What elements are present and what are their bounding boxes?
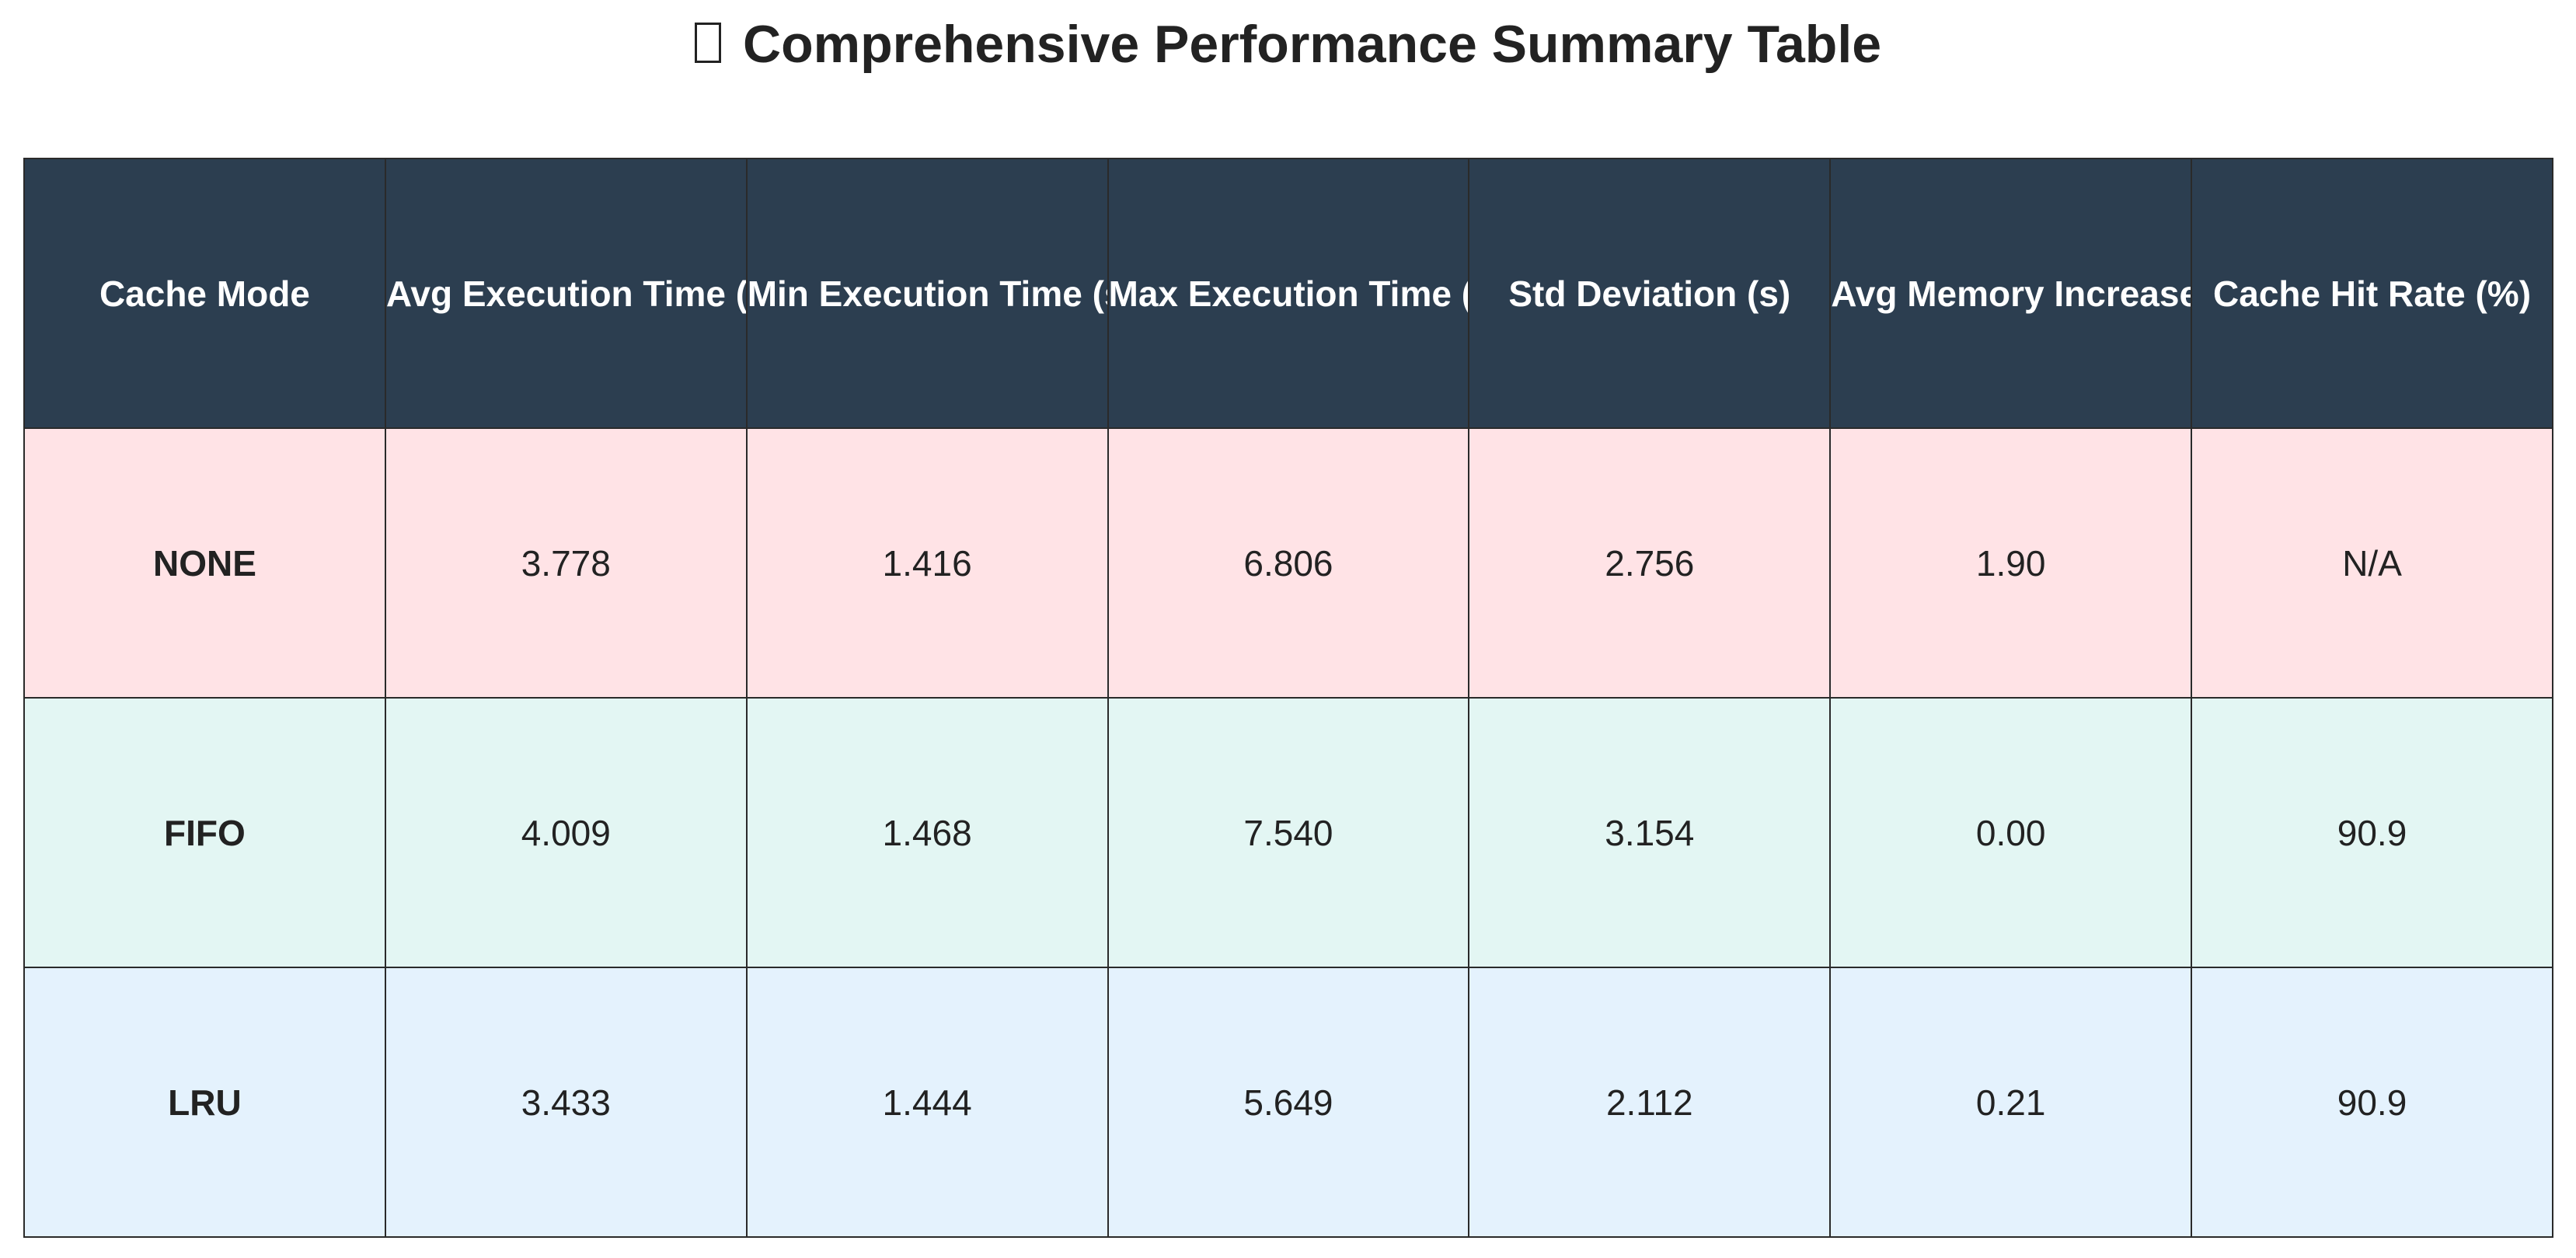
column-header: Avg Execution Time (s) — [384, 158, 748, 429]
table-cell: 0.21 — [1829, 967, 2193, 1238]
table-cell: 3.778 — [384, 427, 748, 699]
table-cell-cache-mode: FIFO — [23, 697, 386, 968]
page-title-text: Comprehensive Performance Summary Table — [742, 15, 1882, 74]
table-cell: 6.806 — [1107, 427, 1470, 699]
column-header: Avg Memory Increase (MB) — [1829, 158, 2193, 429]
table-cell: 90.9 — [2191, 697, 2553, 968]
table-cell-cache-mode: LRU — [23, 967, 386, 1238]
table-row: FIFO 4.009 1.468 7.540 3.154 0.00 90.9 — [23, 697, 2553, 968]
column-header: Min Execution Time (s) — [745, 158, 1109, 429]
table-cell: 90.9 — [2191, 967, 2553, 1238]
table-cell: 4.009 — [384, 697, 748, 968]
table-cell: 2.112 — [1468, 967, 1832, 1238]
table-cell: 1.416 — [745, 427, 1109, 699]
column-header: Max Execution Time (s) — [1107, 158, 1470, 429]
table-row: LRU 3.433 1.444 5.649 2.112 0.21 90.9 — [23, 967, 2553, 1238]
table-cell: 3.154 — [1468, 697, 1832, 968]
column-header: Cache Hit Rate (%) — [2191, 158, 2553, 429]
page-title: Comprehensive Performance Summary Table — [0, 9, 2576, 79]
table-cell: 5.649 — [1107, 967, 1470, 1238]
table-cell: 2.756 — [1468, 427, 1832, 699]
table-cell: 0.00 — [1829, 697, 2193, 968]
table-cell: 1.90 — [1829, 427, 2193, 699]
chart-icon — [694, 23, 721, 63]
table-cell: 1.444 — [745, 967, 1109, 1238]
table-cell: 7.540 — [1107, 697, 1470, 968]
performance-summary-table: Cache Mode Avg Execution Time (s) Min Ex… — [23, 158, 2553, 1238]
column-header: Std Deviation (s) — [1468, 158, 1832, 429]
table-header-row: Cache Mode Avg Execution Time (s) Min Ex… — [23, 158, 2553, 429]
table-cell-cache-mode: NONE — [23, 427, 386, 699]
column-header: Cache Mode — [23, 158, 386, 429]
table-row: NONE 3.778 1.416 6.806 2.756 1.90 N/A — [23, 427, 2553, 699]
table-cell: 3.433 — [384, 967, 748, 1238]
table-cell: 1.468 — [745, 697, 1109, 968]
table-cell: N/A — [2191, 427, 2553, 699]
